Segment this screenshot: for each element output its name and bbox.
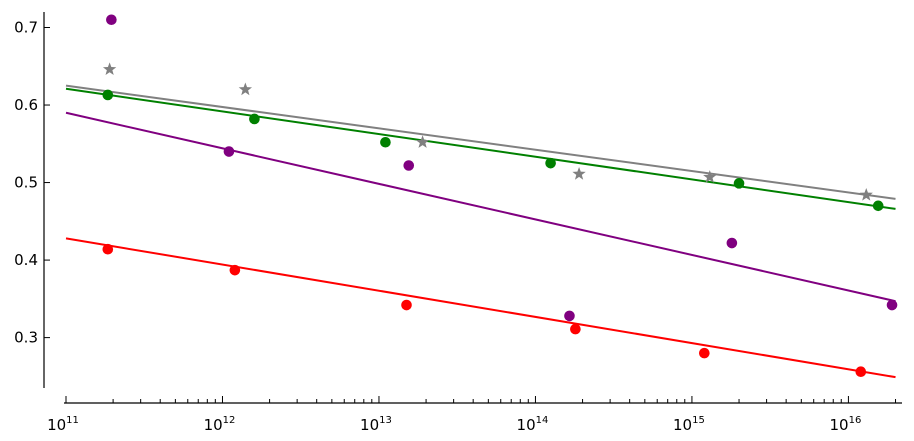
fit-line bbox=[65, 84, 896, 200]
fit-lines bbox=[65, 84, 896, 379]
x-tick-label: 1014 bbox=[517, 415, 549, 434]
data-point bbox=[570, 323, 581, 335]
data-point bbox=[223, 146, 235, 157]
x-tick-label: 1012 bbox=[204, 415, 236, 434]
y-tick-label: 0.3 bbox=[14, 329, 38, 347]
data-point bbox=[872, 200, 884, 212]
data-point-star bbox=[703, 170, 717, 183]
data-point-star bbox=[238, 82, 253, 96]
data-point bbox=[102, 243, 114, 255]
x-tick-label: 1011 bbox=[47, 415, 79, 434]
data-point bbox=[249, 113, 260, 125]
data-point-star bbox=[415, 135, 430, 148]
y-tick-label: 0.4 bbox=[14, 251, 38, 269]
data-point bbox=[380, 136, 391, 148]
y-tick-label: 0.5 bbox=[14, 174, 38, 192]
y-tick-label: 0.6 bbox=[14, 96, 38, 114]
x-tick-label: 1015 bbox=[673, 415, 705, 434]
x-tick-label: 1013 bbox=[360, 415, 392, 434]
x-tick-label: 1016 bbox=[830, 415, 862, 434]
y-ticks: 0.3 0.4 0.5 0.6 0.7 bbox=[14, 19, 50, 347]
data-point bbox=[229, 264, 241, 276]
data-points bbox=[102, 14, 898, 378]
data-point bbox=[699, 347, 710, 359]
data-point bbox=[733, 178, 745, 189]
fit-line bbox=[65, 87, 896, 210]
data-point bbox=[726, 237, 738, 249]
data-point bbox=[564, 310, 575, 322]
data-point bbox=[855, 366, 867, 378]
data-point bbox=[886, 299, 898, 311]
data-point-star bbox=[572, 167, 586, 180]
data-point bbox=[106, 14, 117, 26]
axes bbox=[43, 12, 902, 404]
data-point-star bbox=[102, 62, 117, 76]
data-point bbox=[102, 89, 114, 101]
fit-line bbox=[65, 111, 896, 303]
data-point bbox=[401, 299, 412, 311]
y-tick-label: 0.7 bbox=[14, 19, 38, 37]
data-point-star bbox=[859, 187, 873, 201]
x-ticks: 1011 1012 1013 1014 1015 1016 bbox=[47, 396, 897, 434]
fit-line bbox=[65, 237, 896, 379]
data-point bbox=[403, 160, 415, 171]
data-point bbox=[545, 157, 556, 169]
